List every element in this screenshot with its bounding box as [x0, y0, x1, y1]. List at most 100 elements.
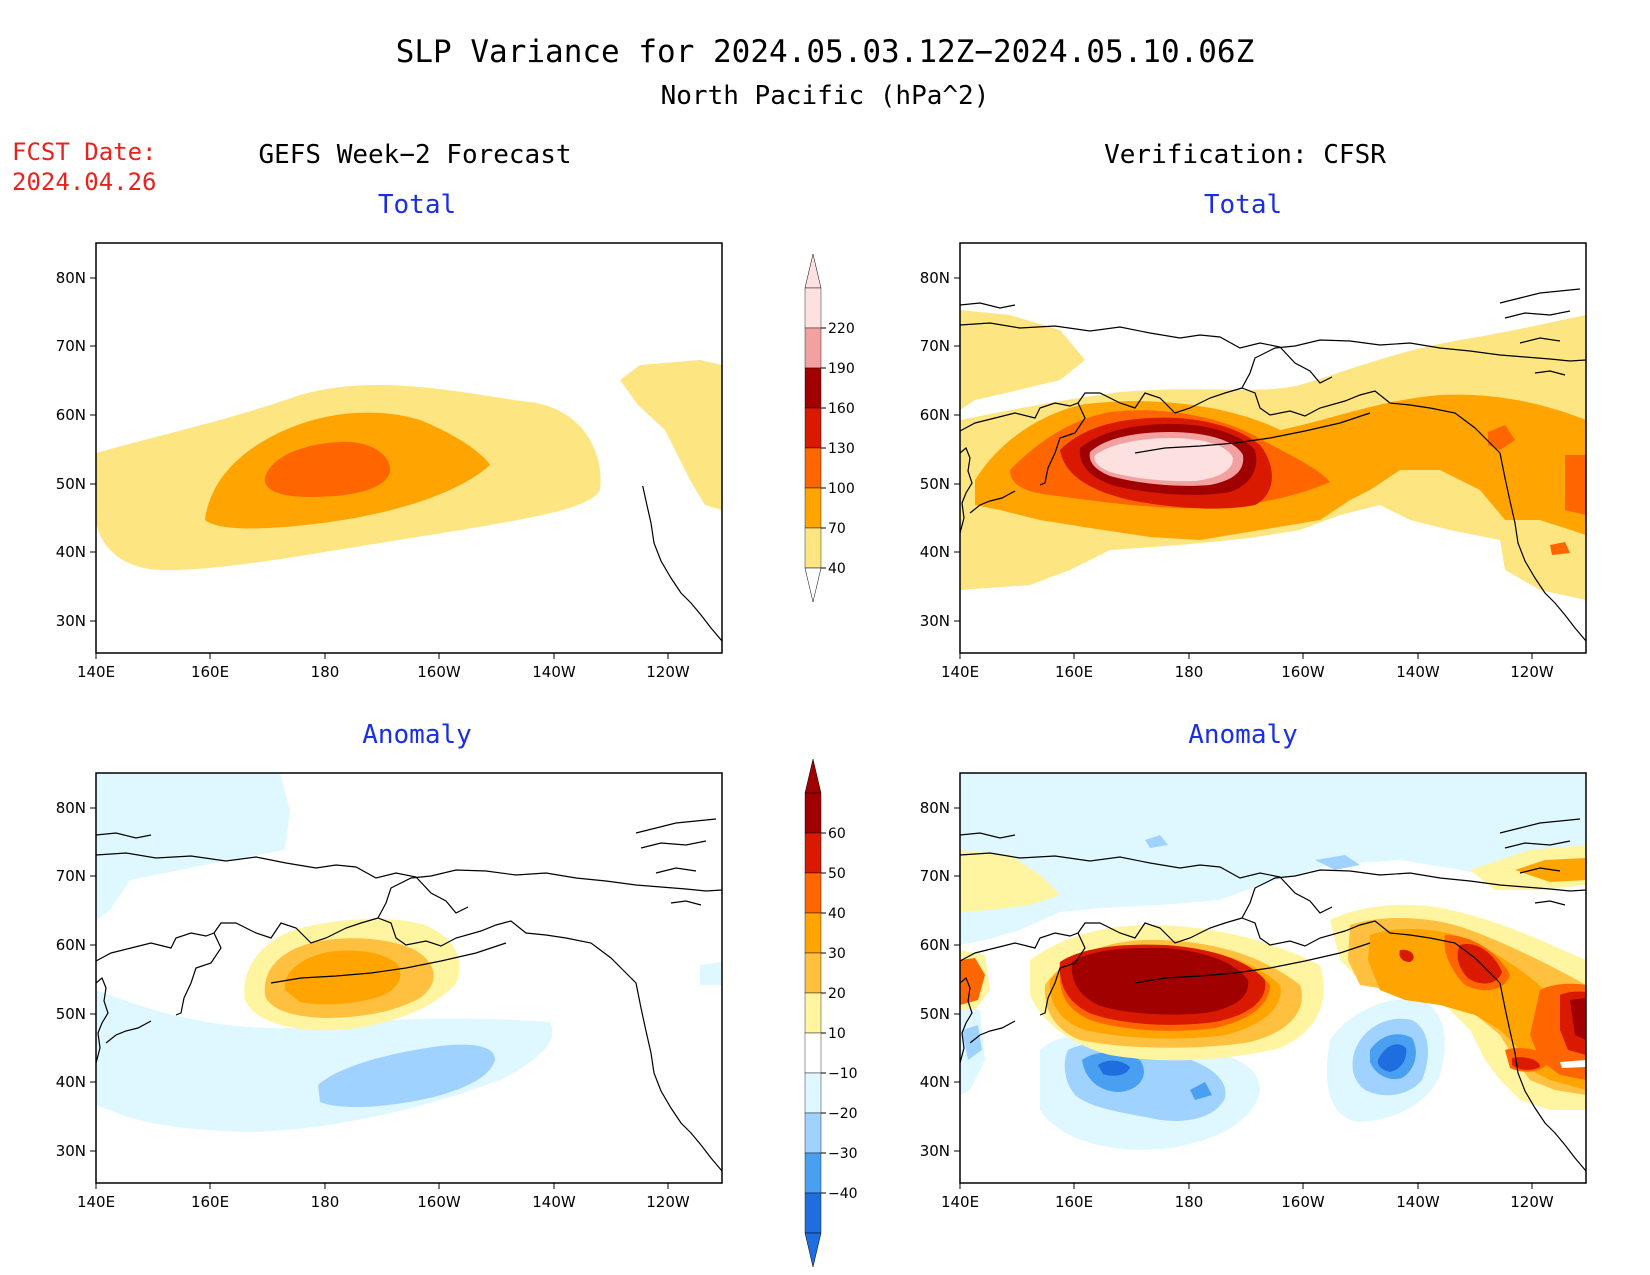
colorbar-swatch	[804, 1192, 822, 1234]
colorbar-swatch	[804, 287, 822, 329]
lon-tick-label: 160W	[1281, 1193, 1325, 1211]
colorbar-anomaly: 60 50 40 30 20 10 −10 −20 −30 −40	[804, 758, 858, 1268]
lat-tick-label: 80N	[920, 269, 950, 287]
colorbar-swatch	[804, 527, 822, 569]
panel-title-anomaly-left: Anomaly	[362, 720, 472, 750]
colorbar-swatch	[804, 912, 822, 954]
lon-tick-label: 160E	[1055, 663, 1093, 681]
colorbar-bottom-arrow	[804, 567, 822, 603]
panel-title-anomaly-right: Anomaly	[1188, 720, 1298, 750]
lon-tick-label: 160W	[1281, 663, 1325, 681]
colorbar-swatch	[804, 1072, 822, 1114]
lon-tick-label: 120W	[646, 1193, 690, 1211]
colorbar-label: 10	[828, 1026, 846, 1042]
colorbar-label: 190	[828, 361, 855, 377]
axis-ticks-verification-total: 80N 70N 60N 50N 40N 30N 140E 160E 180 160W 140W 120…	[920, 269, 1554, 681]
colorbar-swatch	[804, 832, 822, 874]
colorbar-label: 60	[828, 826, 846, 842]
lat-tick-label: 60N	[56, 936, 86, 954]
lat-tick-label: 50N	[920, 475, 950, 493]
colorbar-total: 220 190 160 130 100 70 40	[804, 253, 855, 603]
colorbar-bottom-arrow	[804, 1232, 822, 1268]
lat-tick-label: 30N	[920, 1142, 950, 1160]
lat-tick-label: 40N	[56, 1073, 86, 1091]
axis-ticks-verification-anomaly: 80N 70N 60N 50N 40N 30N 140E 160E 180 160W 140W 120…	[920, 799, 1554, 1211]
colorbar-label: 50	[828, 866, 846, 882]
colorbar-swatch	[804, 792, 822, 834]
lon-tick-label: 140W	[1396, 1193, 1440, 1211]
colorbar-label: 160	[828, 401, 855, 417]
lat-tick-label: 50N	[56, 475, 86, 493]
colorbar-label: 20	[828, 986, 846, 1002]
lat-tick-label: 40N	[56, 543, 86, 561]
map-panel-forecast-total	[95, 242, 723, 654]
colorbar-swatch	[804, 367, 822, 409]
lon-tick-label: 140E	[941, 663, 979, 681]
lat-tick-label: 80N	[920, 799, 950, 817]
colorbar-swatch	[804, 327, 822, 369]
lat-tick-label: 30N	[56, 612, 86, 630]
colorbar-label: −30	[828, 1146, 858, 1162]
colorbar-label: 40	[828, 906, 846, 922]
right-column-heading: Verification: CFSR	[1104, 140, 1386, 170]
colorbar-label: 70	[828, 521, 846, 537]
lon-tick-label: 180	[311, 1193, 340, 1211]
lon-tick-label: 160E	[191, 663, 229, 681]
lon-tick-label: 180	[1175, 663, 1204, 681]
forecast-total-contours	[96, 360, 722, 571]
colorbar-swatch	[804, 1112, 822, 1154]
lat-tick-label: 80N	[56, 269, 86, 287]
lat-tick-label: 80N	[56, 799, 86, 817]
lon-tick-label: 140W	[532, 663, 576, 681]
lon-tick-label: 140E	[941, 1193, 979, 1211]
lon-tick-label: 160W	[417, 663, 461, 681]
verification-total-contours	[960, 310, 1586, 600]
colorbar-label: 30	[828, 946, 846, 962]
colorbar-top-arrow	[804, 253, 822, 289]
left-column-heading: GEFS Week−2 Forecast	[258, 140, 571, 170]
lon-tick-label: 120W	[1510, 663, 1554, 681]
lat-tick-label: 40N	[920, 543, 950, 561]
lat-tick-label: 50N	[920, 1005, 950, 1023]
colorbar-label: 100	[828, 481, 855, 497]
lat-tick-label: 70N	[920, 867, 950, 885]
lat-tick-label: 70N	[56, 867, 86, 885]
lon-tick-label: 160W	[417, 1193, 461, 1211]
colorbar-swatch	[804, 1152, 822, 1194]
figure-title: SLP Variance for 2024.05.03.12Z−2024.05.…	[396, 34, 1255, 70]
colorbar-swatch	[804, 872, 822, 914]
map-panel-verification-total	[959, 242, 1587, 654]
colorbar-swatch	[804, 952, 822, 994]
map-axes: 80N 70N 60N 50N 40N 30N 140E 160E 180 160W 140W 120…	[56, 269, 1554, 1211]
fcst-date-label: FCST Date:	[12, 138, 157, 166]
colorbar-label: 130	[828, 441, 855, 457]
verification-anomaly-contours	[960, 773, 1586, 1150]
lat-tick-label: 50N	[56, 1005, 86, 1023]
lat-tick-label: 30N	[56, 1142, 86, 1160]
map-panel-verification-anomaly	[959, 772, 1587, 1184]
colorbar-label: −10	[828, 1066, 858, 1082]
lat-tick-label: 70N	[56, 337, 86, 355]
lon-tick-label: 160E	[191, 1193, 229, 1211]
lon-tick-label: 180	[311, 663, 340, 681]
lon-tick-label: 160E	[1055, 1193, 1093, 1211]
lon-tick-label: 120W	[1510, 1193, 1554, 1211]
lat-tick-label: 70N	[920, 337, 950, 355]
lon-tick-label: 140E	[77, 1193, 115, 1211]
colorbar-swatch	[804, 447, 822, 489]
lat-tick-label: 40N	[920, 1073, 950, 1091]
lat-tick-label: 60N	[56, 406, 86, 424]
colorbar-swatch	[804, 407, 822, 449]
axis-ticks-forecast-anomaly: 80N 70N 60N 50N 40N 30N 140E 160E 180 160W 140W 120…	[56, 799, 690, 1211]
colorbar-label: 40	[828, 561, 846, 577]
lon-tick-label: 140W	[1396, 663, 1440, 681]
lon-tick-label: 140E	[77, 663, 115, 681]
colorbar-swatch	[804, 487, 822, 529]
figure-subtitle: North Pacific (hPa^2)	[661, 81, 990, 111]
colorbar-swatch	[804, 992, 822, 1034]
lon-tick-label: 120W	[646, 663, 690, 681]
axis-ticks-forecast-total: 80N 70N 60N 50N 40N 30N 140E 160E 180 160W 140W 120…	[56, 269, 690, 681]
colorbar-label: −20	[828, 1106, 858, 1122]
lon-tick-label: 180	[1175, 1193, 1204, 1211]
